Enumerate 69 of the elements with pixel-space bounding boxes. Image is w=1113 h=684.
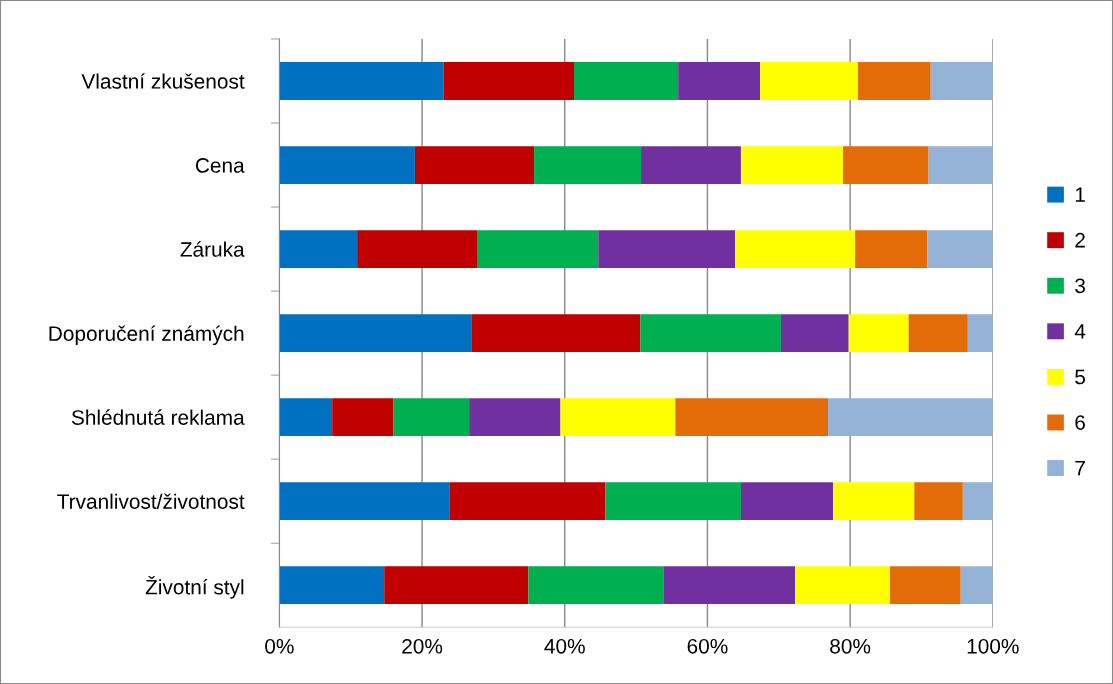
bar (279, 314, 472, 353)
bar (967, 314, 993, 353)
bar (574, 62, 679, 100)
bar (890, 566, 961, 605)
bar (855, 230, 928, 268)
bar (279, 146, 415, 184)
bar (930, 62, 993, 100)
bar (848, 314, 909, 353)
y-tick-label: Shlédnutá reklama (71, 409, 245, 425)
bar (795, 566, 891, 605)
legend-label: 2 (1075, 232, 1085, 248)
x-tick-label: 40% (544, 638, 585, 654)
bar (476, 230, 599, 268)
bar (605, 482, 741, 521)
legend-label: 6 (1075, 415, 1085, 430)
bar (960, 566, 993, 605)
bar (279, 398, 333, 437)
bar (279, 62, 444, 100)
bar (469, 398, 561, 437)
bar (471, 314, 641, 353)
bar (279, 230, 358, 268)
legend-label: 7 (1075, 460, 1085, 476)
bar (414, 146, 535, 184)
bar (928, 146, 993, 184)
bar (443, 62, 575, 100)
bar (962, 482, 993, 521)
bar (384, 566, 529, 605)
bar (393, 398, 470, 437)
bar (332, 398, 394, 437)
x-tick-label: 100% (967, 638, 1019, 654)
y-tick-label: Cena (195, 158, 245, 173)
bar (740, 482, 833, 521)
bar (357, 230, 477, 268)
legend-label: 3 (1075, 278, 1085, 294)
bar (908, 314, 968, 353)
legend-label: 4 (1074, 324, 1086, 339)
y-tick-label: Trvanlivost/životnost (57, 493, 245, 509)
bar (740, 146, 843, 184)
bar (827, 398, 993, 437)
bar (598, 230, 736, 268)
bar (735, 230, 856, 268)
bar (842, 146, 929, 184)
bar (560, 398, 676, 437)
bar (663, 566, 796, 605)
bar (760, 62, 858, 100)
bar (927, 230, 993, 268)
x-tick-label: 60% (687, 638, 728, 654)
bar (279, 482, 450, 521)
legend-label: 1 (1075, 187, 1085, 202)
x-tick-label: 80% (830, 638, 871, 654)
bar (780, 314, 849, 353)
y-tick-label: Vlastní zkušenost (81, 73, 245, 89)
y-tick-label: Doporučení známých (49, 325, 244, 346)
bar (675, 398, 828, 437)
bar (641, 146, 741, 184)
y-tick-label: Životní styl (145, 576, 244, 599)
bar (534, 146, 642, 184)
x-tick-label: 20% (402, 638, 443, 654)
x-tick-label: 0% (265, 638, 294, 654)
bar (640, 314, 781, 353)
bar (449, 482, 606, 521)
bar (914, 482, 963, 521)
bar (857, 62, 931, 100)
bar (832, 482, 915, 521)
bar (279, 566, 385, 605)
bar (528, 566, 664, 605)
y-tick-label: Záruka (180, 241, 245, 257)
legend-label: 5 (1075, 369, 1086, 385)
bar (678, 62, 761, 100)
